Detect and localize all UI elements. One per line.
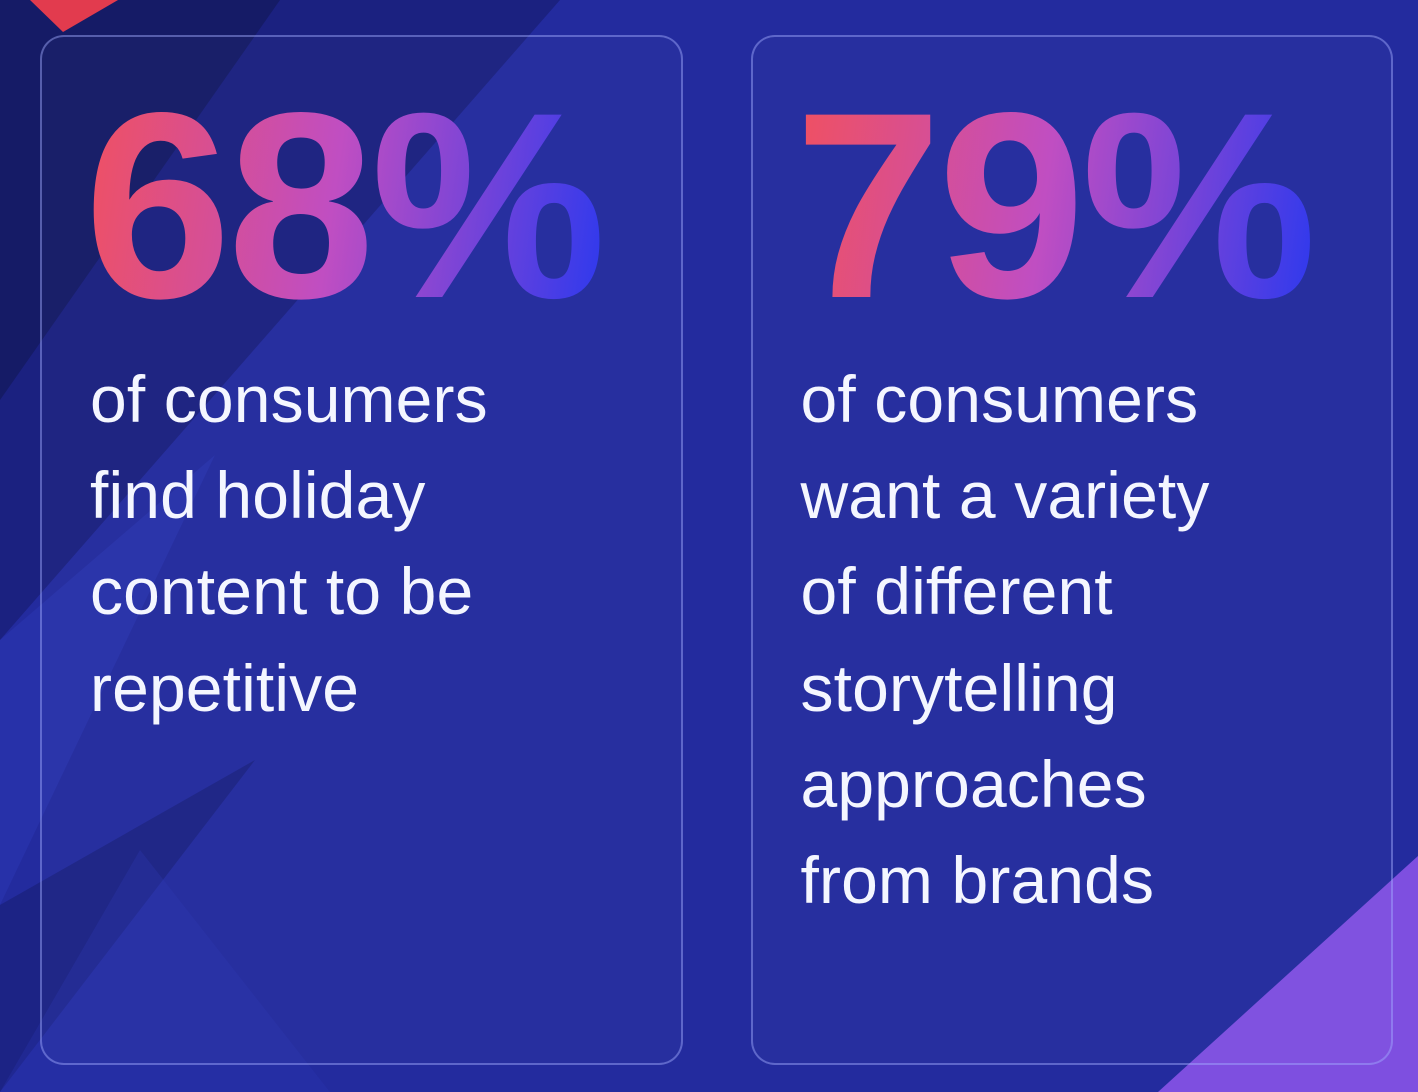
background-facet <box>0 850 330 1092</box>
background-facet <box>0 0 280 400</box>
background-facet <box>0 760 255 1092</box>
red-corner-accent <box>30 0 118 32</box>
stat-description-storytelling-variety: of consumers want a variety of different… <box>800 361 1210 918</box>
background-facet <box>0 455 215 905</box>
stat-percentage-68: 68% <box>84 58 606 354</box>
stat-card-holiday-content: 68% of consumers find holiday content to… <box>40 35 683 1065</box>
purple-triangle-accent <box>1158 856 1418 1092</box>
stat-description-holiday-content: of consumers find holiday content to be … <box>90 361 488 725</box>
stat-card-storytelling-variety: 79% of consumers want a variety of diffe… <box>750 35 1393 1065</box>
stat-cards-row: 68% of consumers find holiday content to… <box>40 35 1393 1065</box>
stat-percentage-79: 79% <box>794 58 1317 354</box>
